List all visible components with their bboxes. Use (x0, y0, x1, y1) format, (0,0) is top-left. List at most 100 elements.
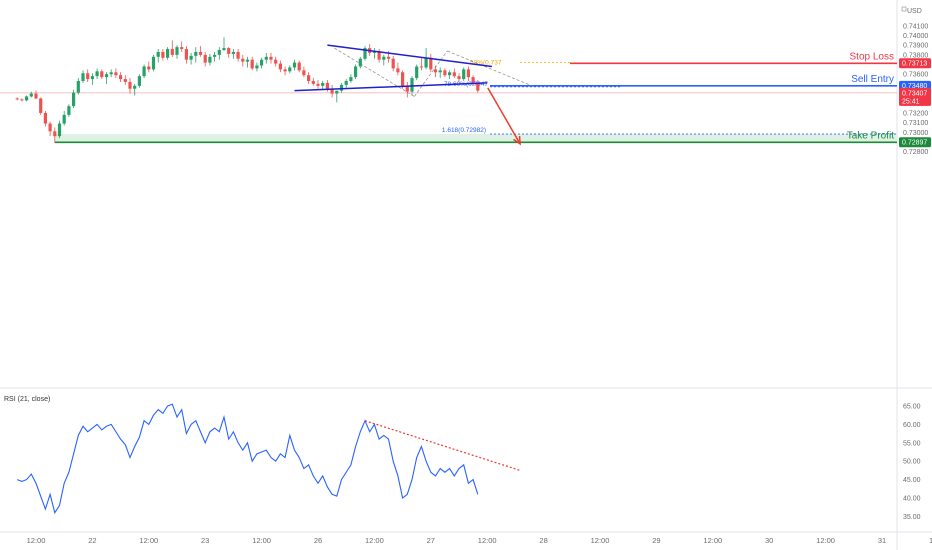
y-tick-label: 0.74100 (903, 23, 928, 30)
candle-body (189, 55, 193, 60)
rsi-y-tick-label: 50.00 (903, 459, 921, 466)
candle-body (227, 48, 231, 54)
candle-body (466, 69, 470, 78)
x-tick-label: 12:00 (478, 536, 497, 545)
candle-body (245, 59, 250, 62)
rsi-y-tick-label: 65.00 (903, 404, 921, 411)
candle-body (57, 123, 62, 137)
candle-body (95, 71, 99, 77)
y-tick-label: 0.73000 (903, 130, 928, 137)
candle-body (391, 58, 395, 69)
candle-body (429, 57, 433, 70)
candle-body (325, 82, 329, 89)
candle-body (194, 51, 198, 56)
pattern-helper-line (414, 50, 448, 97)
y-tick-label: 0.72800 (903, 149, 928, 156)
candle-body (302, 70, 306, 76)
candle-body (104, 74, 109, 78)
projection-arrow-line (487, 87, 521, 145)
rsi-title: RSI (21, close) (4, 396, 50, 403)
candle-body (419, 66, 423, 68)
candle-body (339, 84, 344, 91)
y-tick-label: 0.73900 (903, 43, 928, 50)
candle-body (175, 47, 179, 55)
candle-body (330, 88, 334, 94)
candle-body (236, 51, 240, 59)
candle-body (457, 76, 461, 80)
candle-body (72, 92, 76, 107)
candle-body (166, 49, 170, 58)
candle-body (443, 70, 447, 76)
candle-body (133, 85, 137, 89)
candle-body (114, 72, 118, 76)
candle-body (208, 56, 212, 63)
x-tick-label: 31 (878, 536, 886, 545)
candle-body (25, 96, 29, 101)
candle-body (170, 49, 174, 55)
y-tick-label: 0.74000 (903, 33, 928, 40)
candle-body (311, 80, 315, 84)
x-tick-label: 23 (201, 536, 209, 545)
candle-body (109, 72, 113, 75)
candle-body (462, 69, 466, 80)
candle-body (180, 47, 184, 50)
candle-body (20, 99, 24, 101)
candle-body (90, 76, 94, 80)
x-tick-label: 12:00 (139, 536, 158, 545)
candle-body (119, 75, 123, 80)
candle-body (382, 56, 386, 60)
rsi-y-tick-label: 45.00 (903, 477, 921, 484)
triangle-upper-line (327, 44, 492, 68)
candle-body (260, 59, 264, 66)
candle-body (39, 98, 43, 113)
price-badge-label: 0.72897 (902, 140, 927, 147)
take-profit-zone (55, 134, 897, 143)
candle-body (410, 78, 414, 92)
rsi-y-tick-label: 40.00 (903, 496, 921, 503)
candle-body (231, 51, 235, 54)
x-tick-label: 12:00 (27, 536, 46, 545)
pattern-helper-line (447, 50, 532, 87)
candle-body (29, 93, 33, 97)
candle-body (34, 93, 38, 99)
candle-body (297, 62, 301, 71)
candle-body (405, 85, 409, 92)
x-tick-label: 30 (765, 536, 773, 545)
candle-body (438, 70, 442, 73)
triangle-lower-line (294, 82, 488, 92)
candle-body (396, 68, 400, 73)
price-badge (899, 137, 931, 148)
x-tick-label: 29 (652, 536, 660, 545)
rsi-y-tick-label: 60.00 (903, 422, 921, 429)
candle-body (53, 131, 57, 137)
candle-body (321, 82, 325, 86)
candle-body (363, 48, 367, 59)
candle-body (100, 71, 104, 78)
candle-body (452, 72, 456, 77)
candle-body (335, 90, 339, 94)
candle-body (344, 80, 348, 85)
candle-body (62, 114, 66, 124)
candle-body (15, 98, 19, 100)
rsi-line (16, 403, 479, 515)
price-badge (899, 58, 931, 69)
candle-body (269, 56, 273, 60)
candle-body (349, 77, 353, 81)
candle-body (255, 65, 259, 69)
pattern-helper-line (334, 47, 415, 97)
candle-body (274, 59, 278, 64)
candle-body (424, 57, 428, 68)
y-tick-label: 0.73100 (903, 120, 928, 127)
candle-body (476, 82, 480, 91)
candle-body (401, 72, 405, 86)
level-label: Stop Loss (850, 51, 894, 62)
candle-body (81, 73, 85, 81)
candle-body (147, 66, 151, 70)
candle-body (48, 123, 52, 132)
x-tick-label: 12:00 (591, 536, 610, 545)
x-tick-label: 26 (314, 536, 322, 545)
candle-body (354, 66, 358, 78)
candle-body (161, 51, 165, 58)
x-tick-label: 12:00 (703, 536, 722, 545)
